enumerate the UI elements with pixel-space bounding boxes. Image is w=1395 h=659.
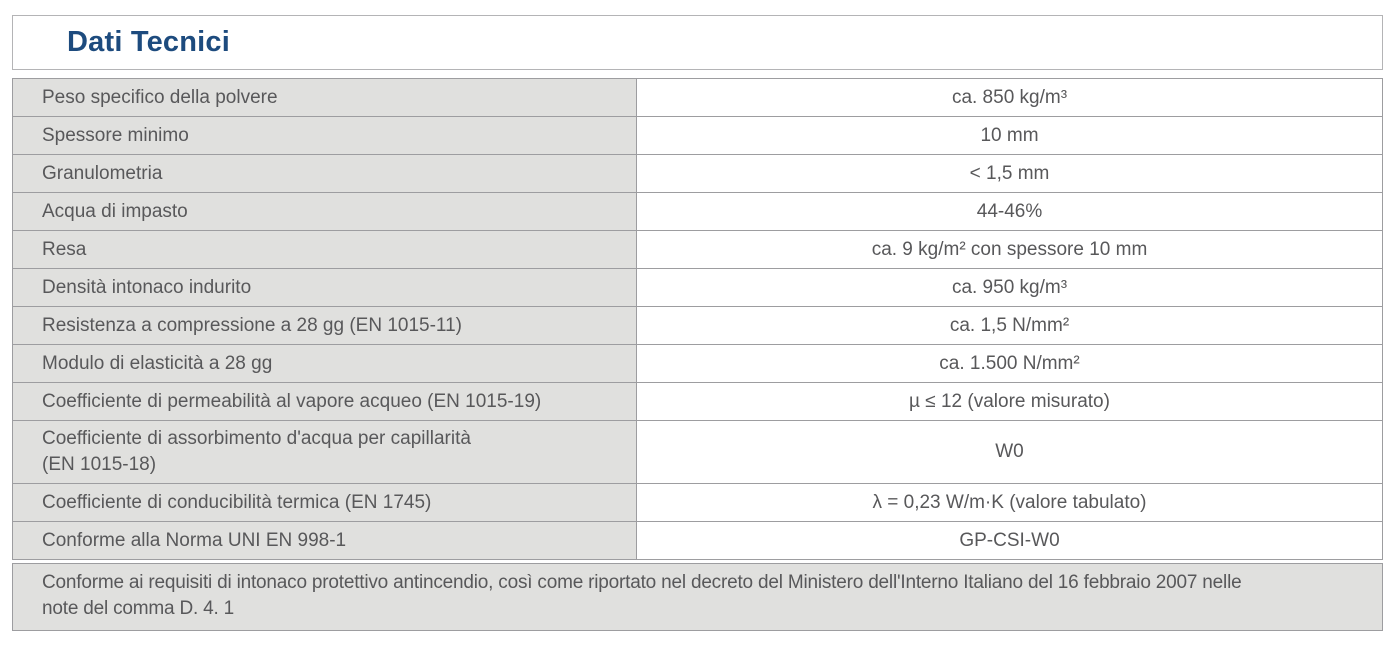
property-value: ca. 9 kg/m² con spessore 10 mm <box>636 230 1383 269</box>
property-value: ca. 1.500 N/mm² <box>636 344 1383 383</box>
property-value: GP-CSI-W0 <box>636 521 1383 560</box>
property-value: 10 mm <box>636 116 1383 155</box>
table-row: Coefficiente di assorbimento d'acqua per… <box>12 420 1383 484</box>
property-label: Resa <box>12 230 637 269</box>
table-row: Conforme alla Norma UNI EN 998-1 GP-CSI-… <box>12 521 1383 560</box>
property-label: Acqua di impasto <box>12 192 637 231</box>
property-label: Granulometria <box>12 154 637 193</box>
table-row: Peso specifico della polvere ca. 850 kg/… <box>12 78 1383 117</box>
property-label: Densità intonaco indurito <box>12 268 637 307</box>
property-label: Modulo di elasticità a 28 gg <box>12 344 637 383</box>
technical-data-table: Peso specifico della polvere ca. 850 kg/… <box>12 78 1383 560</box>
property-value: ca. 1,5 N/mm² <box>636 306 1383 345</box>
section-header: Dati Tecnici <box>12 15 1383 70</box>
property-value: < 1,5 mm <box>636 154 1383 193</box>
compliance-note: Conforme ai requisiti di intonaco protet… <box>12 563 1383 631</box>
table-row: Densità intonaco indurito ca. 950 kg/m³ <box>12 268 1383 307</box>
property-value: µ ≤ 12 (valore misurato) <box>636 382 1383 421</box>
property-value: 44-46% <box>636 192 1383 231</box>
table-row: Spessore minimo 10 mm <box>12 116 1383 155</box>
table-body: Peso specifico della polvere ca. 850 kg/… <box>12 78 1383 560</box>
page-title: Dati Tecnici <box>67 26 231 58</box>
table-row: Modulo di elasticità a 28 gg ca. 1.500 N… <box>12 344 1383 383</box>
property-label: Peso specifico della polvere <box>12 78 637 117</box>
table-row: Granulometria < 1,5 mm <box>12 154 1383 193</box>
property-label: Coefficiente di conducibilità termica (E… <box>12 483 637 522</box>
property-label: Spessore minimo <box>12 116 637 155</box>
property-value: ca. 950 kg/m³ <box>636 268 1383 307</box>
table-row: Resa ca. 9 kg/m² con spessore 10 mm <box>12 230 1383 269</box>
property-label: Resistenza a compressione a 28 gg (EN 10… <box>12 306 637 345</box>
property-label: Conforme alla Norma UNI EN 998-1 <box>12 521 637 560</box>
property-label: Coefficiente di assorbimento d'acqua per… <box>12 420 637 484</box>
table-row: Acqua di impasto 44-46% <box>12 192 1383 231</box>
table-row: Coefficiente di conducibilità termica (E… <box>12 483 1383 522</box>
property-value: W0 <box>636 420 1383 484</box>
property-value: ca. 850 kg/m³ <box>636 78 1383 117</box>
technical-data-sheet: Dati Tecnici Peso specifico della polver… <box>12 15 1383 631</box>
property-label: Coefficiente di permeabilità al vapore a… <box>12 382 637 421</box>
table-row: Resistenza a compressione a 28 gg (EN 10… <box>12 306 1383 345</box>
table-row: Coefficiente di permeabilità al vapore a… <box>12 382 1383 421</box>
property-value: λ = 0,23 W/m·K (valore tabulato) <box>636 483 1383 522</box>
